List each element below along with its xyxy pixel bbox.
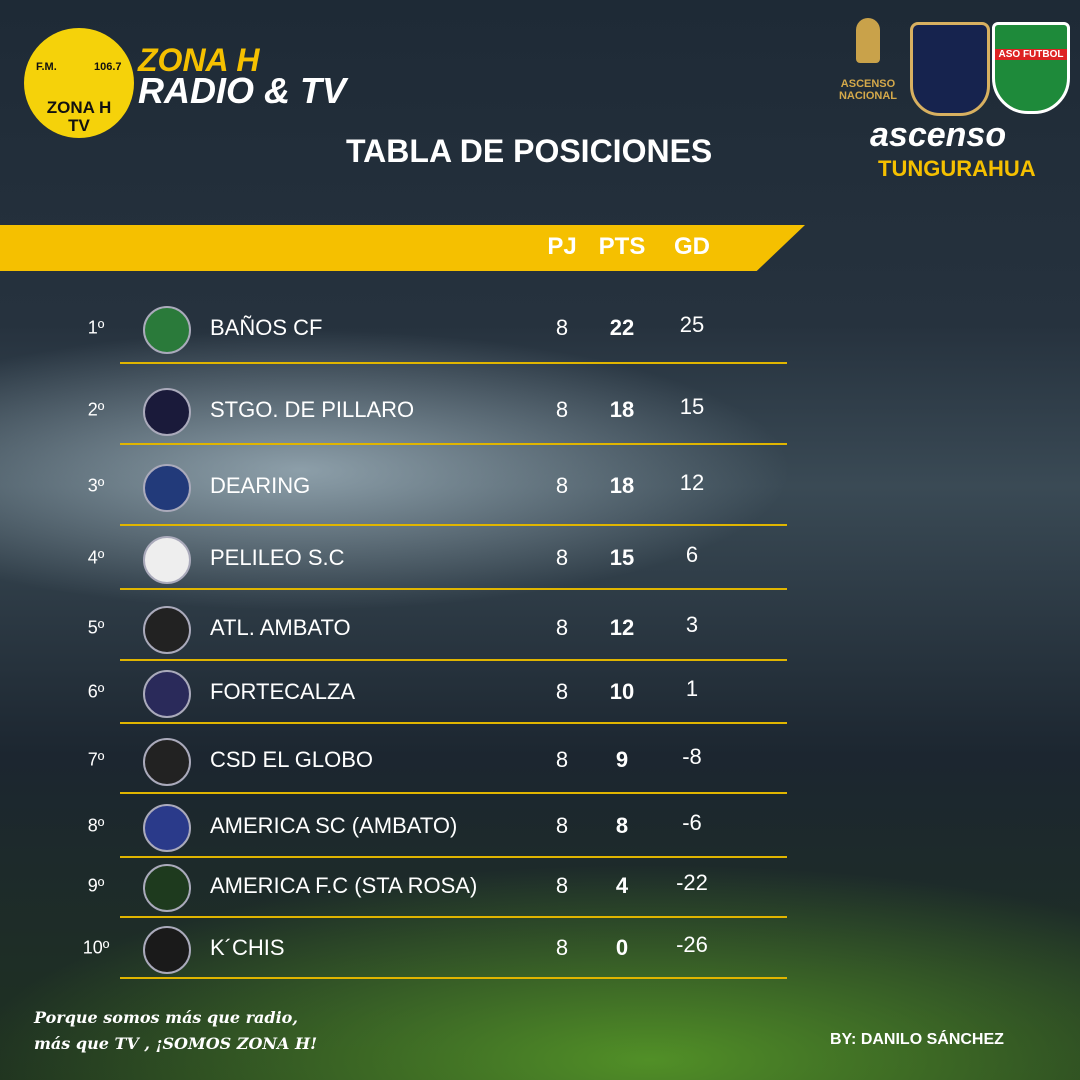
logo-text: 106.7: [94, 61, 122, 73]
trophy: [856, 18, 880, 63]
goal-difference: -8: [682, 744, 702, 769]
goal-difference: 12: [679, 470, 705, 495]
column-header: PJ: [547, 233, 577, 260]
row-separator: [120, 856, 787, 858]
team-name: DEARING: [210, 473, 311, 498]
credit: BY: DANILO SÁNCHEZ: [830, 1031, 1004, 1048]
position: 2º: [87, 399, 105, 420]
points: 18: [609, 473, 635, 498]
page-title: TABLA DE POSICIONES: [346, 133, 713, 169]
position: 4º: [87, 547, 105, 568]
points: 18: [609, 397, 635, 422]
row-separator: [120, 524, 787, 526]
played: 8: [555, 473, 569, 498]
badge-text: ASCENSO NACIONAL: [838, 78, 898, 102]
brand-title: ZONA H: [138, 42, 260, 78]
logo-text: F.M.: [36, 61, 57, 73]
team-name: AMERICA F.C (STA ROSA): [210, 873, 478, 898]
competition-region: TUNGURAHUA: [878, 156, 1036, 181]
points: 15: [609, 545, 635, 570]
radio-logo: F.M. 106.7 ZONA H TV: [24, 28, 134, 138]
logo-text: ZONA H: [46, 98, 112, 117]
points: 22: [609, 315, 635, 340]
team-logo: [143, 606, 191, 654]
brand-title: RADIO & TV: [138, 70, 347, 111]
header-band: [0, 225, 805, 271]
goal-difference: 3: [685, 612, 699, 637]
row-separator: [120, 977, 787, 979]
position: 7º: [87, 749, 105, 770]
badge-text: ASO FUTBOL: [995, 49, 1067, 60]
position: 8º: [87, 815, 105, 836]
goal-difference: -6: [682, 810, 702, 835]
played: 8: [555, 813, 569, 838]
row-separator: [120, 916, 787, 918]
goal-difference: 25: [679, 312, 705, 337]
played: 8: [555, 747, 569, 772]
team-name: BAÑOS CF: [210, 315, 323, 340]
team-logo: [143, 738, 191, 786]
played: 8: [555, 679, 569, 704]
team-logo: [143, 804, 191, 852]
row-separator: [120, 792, 787, 794]
goal-difference: -26: [676, 932, 708, 957]
goal-difference: -22: [676, 870, 708, 895]
competition-name: ascenso: [870, 116, 1007, 154]
team-name: CSD EL GLOBO: [210, 747, 374, 772]
team-logo: [143, 388, 191, 436]
team-logo: [143, 306, 191, 354]
row-separator: [120, 588, 787, 590]
federation-badge: [910, 22, 990, 116]
goal-difference: 15: [679, 394, 705, 419]
position: 5º: [87, 617, 105, 638]
points: 12: [609, 615, 635, 640]
column-header: GD: [674, 233, 710, 260]
played: 8: [555, 935, 569, 960]
slogan: Porque somos más que radio,: [34, 1008, 298, 1027]
played: 8: [555, 615, 569, 640]
played: 8: [555, 397, 569, 422]
column-header: PTS: [598, 233, 646, 260]
badge: ASCENSO NACIONAL: [834, 18, 902, 114]
position: 1º: [87, 317, 105, 338]
team-logo: [143, 670, 191, 718]
team-logo: [143, 926, 191, 974]
position: 3º: [87, 475, 105, 496]
points: 0: [615, 935, 629, 960]
goal-difference: 1: [685, 676, 699, 701]
played: 8: [555, 315, 569, 340]
team-name: K´CHIS: [210, 935, 285, 960]
points: 9: [615, 747, 629, 772]
position: 10º: [82, 937, 110, 958]
team-name: PELILEO S.C: [210, 545, 345, 570]
logo-text: TV: [68, 116, 90, 135]
association-badge: ASO FUTBOL: [992, 22, 1070, 114]
team-logo: [143, 864, 191, 912]
row-separator: [120, 362, 787, 364]
row-separator: [120, 722, 787, 724]
row-separator: [120, 659, 787, 661]
position: 6º: [87, 681, 105, 702]
played: 8: [555, 545, 569, 570]
team-name: STGO. DE PILLARO: [210, 397, 415, 422]
points: 4: [615, 873, 629, 898]
row-separator: [120, 443, 787, 445]
team-logo: [143, 536, 191, 584]
played: 8: [555, 873, 569, 898]
team-name: AMERICA SC (AMBATO): [210, 813, 458, 838]
slogan: más que TV , ¡SOMOS ZONA H!: [34, 1034, 318, 1053]
team-name: FORTECALZA: [210, 679, 356, 704]
points: 10: [609, 679, 635, 704]
team-name: ATL. AMBATO: [210, 615, 351, 640]
goal-difference: 6: [685, 542, 699, 567]
points: 8: [615, 813, 629, 838]
position: 9º: [87, 875, 105, 896]
team-logo: [143, 464, 191, 512]
